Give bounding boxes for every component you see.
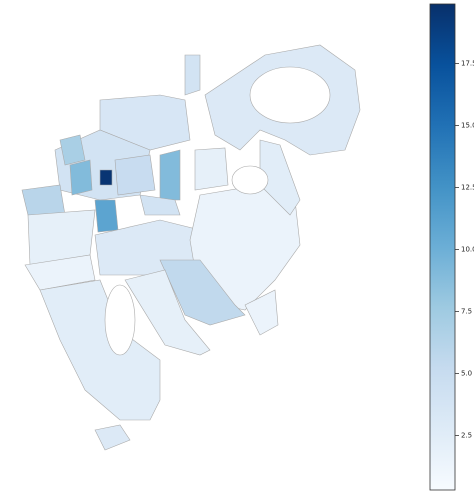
region	[124, 269, 211, 356]
colorbar-tick-label: 2.5	[461, 431, 472, 439]
region	[139, 194, 181, 216]
region	[94, 199, 119, 233]
lake	[104, 284, 136, 356]
colorbar-tick-label: 12.5	[461, 183, 474, 191]
region	[69, 159, 93, 196]
colorbar-tick-label: 7.5	[461, 307, 472, 315]
colorbar	[429, 3, 456, 491]
colorbar-tick-label: 10.0	[461, 245, 474, 253]
region	[114, 154, 156, 196]
region	[159, 259, 246, 326]
lake	[249, 66, 331, 124]
colorbar-tick-label: 15.0	[461, 122, 474, 130]
lake	[231, 165, 269, 195]
colorbar-tick-label: 17.5	[461, 60, 474, 68]
region	[59, 134, 86, 166]
region	[184, 54, 201, 96]
colorbar-tick-label: 5.0	[461, 369, 472, 377]
region	[94, 424, 131, 451]
region	[21, 184, 66, 216]
region	[244, 289, 279, 336]
region	[24, 254, 96, 291]
region	[159, 149, 181, 201]
region	[194, 147, 229, 191]
region	[99, 169, 113, 186]
regions	[21, 44, 361, 451]
